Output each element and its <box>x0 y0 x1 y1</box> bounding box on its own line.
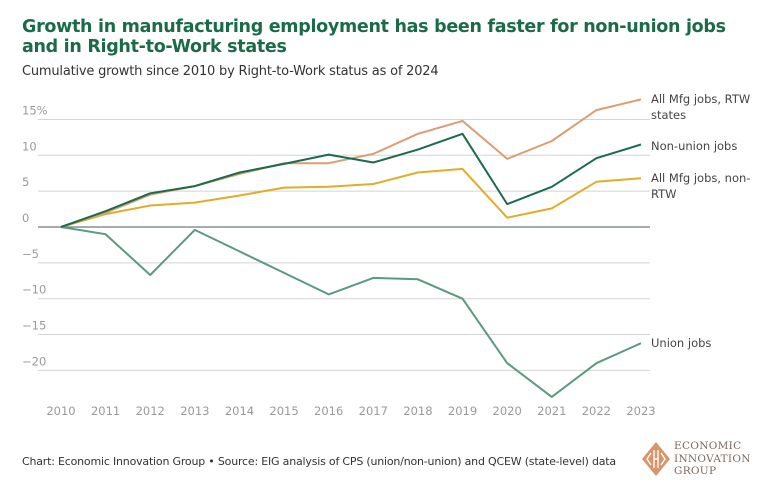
x-tick-label: 2010 <box>46 404 75 418</box>
x-tick-label: 2021 <box>537 404 566 418</box>
series-lines <box>60 98 642 398</box>
chart-source-note: Chart: Economic Innovation Group • Sourc… <box>22 455 616 468</box>
y-tick-label: −20 <box>22 354 46 368</box>
eig-logo: ECONOMIC INNOVATION GROUP <box>641 440 751 478</box>
series-label: Union jobs <box>651 336 711 350</box>
series-label: All Mfg jobs, non-RTW <box>651 171 750 201</box>
series-line-all-mfg-jobs-non-rtw <box>60 167 642 228</box>
gridlines <box>38 118 650 371</box>
logo-line-2: INNOVATION <box>674 452 751 465</box>
y-tick-label: −15 <box>22 319 46 333</box>
chart-title: Growth in manufacturing employment has b… <box>22 17 726 57</box>
x-tick-label: 2019 <box>448 404 477 418</box>
x-tick-label: 2018 <box>403 404 432 418</box>
x-tick-label: 2023 <box>626 404 655 418</box>
y-tick-label: 15% <box>22 103 48 117</box>
chart-subtitle: Cumulative growth since 2010 by Right-to… <box>22 64 439 79</box>
y-tick-label: 10 <box>22 139 37 153</box>
x-axis-ticks: 2010 2011 2012 2013 2014 2015 2016 2017 2018 2019… <box>46 404 655 418</box>
series-label: All Mfg jobs, RTW states <box>651 92 750 122</box>
x-tick-label: 2016 <box>314 404 343 418</box>
logo-line-1: ECONOMIC <box>674 440 742 452</box>
y-tick-label: 5 <box>22 175 29 189</box>
x-tick-label: 2011 <box>91 404 120 418</box>
y-tick-label: 0 <box>22 211 29 225</box>
y-axis-ticks: 15% 10 5 0 −5 −10 −15 −20 <box>22 103 48 368</box>
x-tick-label: 2012 <box>136 404 165 418</box>
y-tick-label: −5 <box>22 247 39 261</box>
x-tick-label: 2015 <box>269 404 298 418</box>
x-tick-label: 2013 <box>180 404 209 418</box>
x-tick-label: 2014 <box>225 404 254 418</box>
x-tick-label: 2020 <box>493 404 522 418</box>
logo-line-3: GROUP <box>674 465 717 477</box>
x-tick-label: 2017 <box>359 404 388 418</box>
y-tick-label: −10 <box>22 283 46 297</box>
series-line-non-union-jobs <box>60 132 642 228</box>
eig-diamond-logo-icon <box>642 441 670 476</box>
x-tick-label: 2022 <box>582 404 611 418</box>
series-label: Non-union jobs <box>651 139 737 153</box>
series-labels: All Mfg jobs, RTW states Non-union jobs All… <box>651 92 750 350</box>
series-line-union-jobs <box>60 226 642 398</box>
